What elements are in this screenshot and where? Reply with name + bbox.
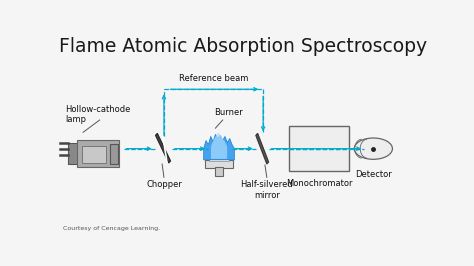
Polygon shape bbox=[211, 132, 227, 159]
Bar bbox=[205, 160, 233, 168]
Text: Reference beam: Reference beam bbox=[179, 74, 248, 83]
Bar bbox=[109, 144, 118, 164]
Text: Courtesy of Cencage Learning.: Courtesy of Cencage Learning. bbox=[63, 226, 160, 231]
Polygon shape bbox=[155, 133, 171, 163]
Polygon shape bbox=[204, 134, 235, 160]
Bar bbox=[215, 167, 223, 176]
Bar bbox=[68, 143, 78, 164]
Text: Detector: Detector bbox=[355, 169, 392, 178]
Text: Half-silvered
mirror: Half-silvered mirror bbox=[240, 180, 293, 200]
Text: Hollow-cathode
lamp: Hollow-cathode lamp bbox=[65, 105, 130, 124]
Text: Chopper: Chopper bbox=[146, 180, 182, 189]
Bar bbox=[76, 140, 119, 167]
Circle shape bbox=[354, 138, 392, 159]
Polygon shape bbox=[256, 133, 269, 164]
Bar bbox=[209, 159, 229, 161]
Bar bbox=[82, 146, 106, 163]
Text: Burner: Burner bbox=[214, 108, 243, 117]
Bar bbox=[289, 126, 349, 171]
Text: Monochromator: Monochromator bbox=[286, 179, 352, 188]
Text: Flame Atomic Absorption Spectroscopy: Flame Atomic Absorption Spectroscopy bbox=[59, 37, 427, 56]
